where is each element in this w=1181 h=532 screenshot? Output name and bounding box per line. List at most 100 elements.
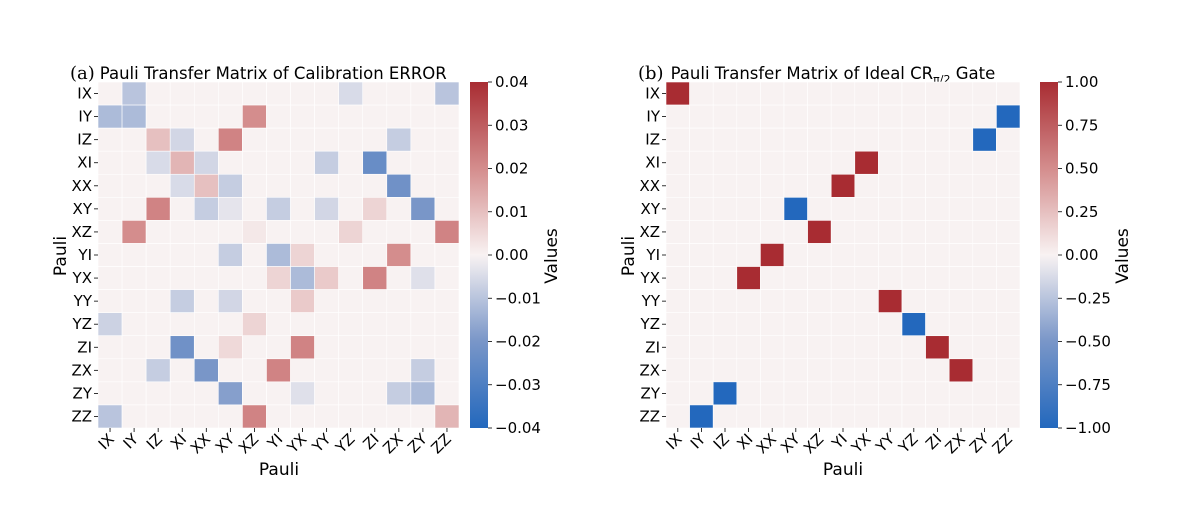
heatmap-cell-ZX-XZ — [242, 358, 267, 383]
x-tick-label: IY — [687, 430, 710, 453]
panel-a-y-label: Pauli — [51, 236, 71, 276]
heatmap-cell-ZI-XZ — [242, 335, 267, 360]
x-tick-label: XI — [733, 430, 756, 453]
heatmap-cell-XZ-YZ — [338, 220, 364, 244]
x-tick-label: YI — [263, 430, 286, 453]
heatmap-cell-XX-YX — [290, 173, 315, 198]
heatmap-cell-YY-XX — [193, 289, 219, 313]
heatmap-cell-IY-ZX — [386, 104, 412, 129]
heatmap-cell-YY-YX — [290, 289, 315, 313]
colorbar-tick-label: −0.75 — [1065, 376, 1111, 394]
heatmap-cell-IY-YY — [314, 104, 339, 129]
heatmap-cell-IZ-IX — [665, 127, 690, 152]
heatmap-cell-XZ-IX — [665, 220, 690, 244]
heatmap-cell-XI-YI — [266, 150, 291, 175]
heatmap-cell-XY-ZX — [386, 197, 412, 221]
heatmap-cell-YY-YZ — [901, 289, 926, 313]
heatmap-cell-YY-ZY — [410, 289, 436, 313]
heatmap-cell-YY-IY — [689, 289, 714, 313]
panel-a-x-label: Pauli — [259, 460, 299, 480]
heatmap-cell-IZ-IY — [121, 127, 147, 152]
heatmap-cell-YZ-IY — [121, 312, 147, 337]
heatmap-cell-YZ-ZX — [386, 312, 412, 337]
heatmap-cell-XI-XZ — [242, 150, 267, 175]
y-tick-label: XX — [639, 177, 660, 195]
heatmap-cell-ZY-IX — [97, 381, 123, 406]
heatmap-cell-IY-ZZ — [996, 104, 1021, 129]
x-tick-label: ZY — [404, 430, 431, 457]
heatmap-cell-ZY-XI — [169, 381, 195, 406]
heatmap-cell-IX-YY — [314, 81, 339, 106]
y-tick-label: ZI — [645, 338, 660, 356]
y-tick-label: XZ — [639, 223, 660, 241]
heatmap-cell-IY-YI — [830, 104, 856, 129]
heatmap-cell-YZ-YZ — [901, 312, 926, 337]
heatmap-cell-ZY-ZY — [410, 381, 436, 406]
heatmap-cell-IX-IZ — [145, 81, 171, 106]
heatmap-cell-XZ-XZ — [242, 220, 267, 244]
colorbar-tick-label: 0.00 — [1065, 246, 1098, 264]
heatmap-cell-XY-IX — [665, 197, 690, 221]
heatmap-cell-XX-XZ — [807, 173, 832, 198]
heatmap-cell-IZ-YI — [830, 127, 856, 152]
heatmap-cell-XX-XI — [169, 173, 195, 198]
panel-b-colorbar-label: Values — [1113, 228, 1133, 284]
heatmap-cell-XI-ZI — [925, 150, 950, 175]
heatmap-cell-YZ-XZ — [242, 312, 267, 337]
heatmap-cell-XI-ZY — [410, 150, 436, 175]
heatmap-cell-XY-YZ — [901, 197, 926, 221]
panel-a-colorbar: 0.04 0.03 0.02 0.01 0.00 −0.01 −0.02 −0.03 −0.04 — [470, 73, 541, 437]
heatmap-cell-YZ-IY — [689, 312, 714, 337]
colorbar-tick-label: 1.00 — [1065, 73, 1098, 91]
y-tick-label: ZX — [639, 361, 660, 379]
y-tick-label: IX — [645, 85, 660, 103]
heatmap-cell-ZY-XX — [193, 381, 219, 406]
colorbar-tick-label: 0.02 — [495, 160, 528, 178]
heatmap-cell-IX-ZZ — [996, 81, 1021, 106]
y-tick-label: ZX — [71, 361, 92, 379]
heatmap-cell-ZY-IY — [689, 381, 714, 406]
heatmap-cell-XI-XY — [218, 150, 243, 175]
heatmap-cell-XX-XX — [760, 173, 785, 198]
heatmap-cell-XZ-XX — [193, 220, 219, 244]
heatmap-cell-YX-IX — [97, 266, 123, 290]
heatmap-cell-ZY-YI — [266, 381, 291, 406]
heatmap-cell-ZI-XY — [218, 335, 243, 360]
heatmap-cell-IX-YY — [878, 81, 903, 106]
heatmap-cell-ZI-XX — [760, 335, 785, 360]
heatmap-cell-ZY-ZI — [362, 381, 388, 406]
heatmap-cell-YY-XX — [760, 289, 785, 313]
heatmap-cell-YX-YY — [878, 266, 903, 290]
colorbar-tick-label: −0.04 — [495, 419, 541, 437]
heatmap-cell-XX-IX — [665, 173, 690, 198]
heatmap-cell-YY-XZ — [807, 289, 832, 313]
panel-b-title-text: Pauli Transfer Matrix of Ideal CR — [671, 64, 934, 83]
heatmap-cell-ZZ-ZI — [925, 404, 950, 429]
y-tick-label: IX — [77, 85, 92, 103]
heatmap-cell-YX-ZX — [386, 266, 412, 290]
heatmap-cell-ZI-XI — [736, 335, 761, 360]
heatmap-cell-ZX-YX — [854, 358, 879, 383]
heatmap-cell-ZI-IX — [665, 335, 690, 360]
heatmap-cell-ZZ-IY — [689, 404, 714, 429]
heatmap-cell-YX-ZI — [925, 266, 950, 290]
x-tick-label: IY — [120, 430, 143, 453]
heatmap-cell-IX-ZY — [410, 81, 436, 106]
heatmap-cell-YZ-YI — [266, 312, 291, 337]
heatmap-cell-ZI-IZ — [712, 335, 738, 360]
heatmap-cell-IX-ZZ — [434, 81, 460, 106]
heatmap-cell-XI-XY — [783, 150, 808, 175]
heatmap-cell-ZX-YI — [266, 358, 291, 383]
heatmap-cell-ZX-IZ — [145, 358, 171, 383]
heatmap-cell-XX-XI — [736, 173, 761, 198]
heatmap-cell-XX-XY — [218, 173, 243, 198]
heatmap-cell-ZI-ZZ — [434, 335, 460, 360]
heatmap-cell-YY-IZ — [145, 289, 171, 313]
heatmap-cell-YX-IZ — [712, 266, 738, 290]
heatmap-cell-XX-IZ — [712, 173, 738, 198]
heatmap-cell-IY-XX — [193, 104, 219, 129]
heatmap-cell-YX-YI — [266, 266, 291, 290]
heatmap-cell-XX-ZX — [386, 173, 412, 198]
heatmap-cell-ZZ-YZ — [338, 404, 364, 429]
heatmap-cell-XI-ZZ — [996, 150, 1021, 175]
